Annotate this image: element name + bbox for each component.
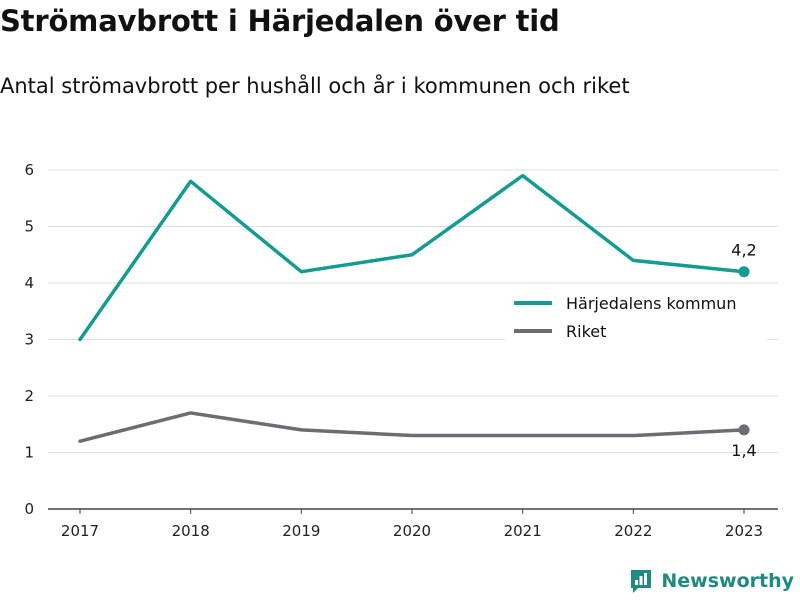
y-axis-ticks: 0 1 2 3 4 5 6	[24, 161, 34, 518]
series-end-point	[738, 424, 750, 436]
x-tick-label: 2023	[725, 522, 763, 540]
x-tick-label: 2020	[393, 522, 431, 540]
y-tick-label: 6	[24, 161, 34, 179]
x-tick-label: 2021	[504, 522, 542, 540]
legend: Härjedalens kommun Riket	[505, 286, 767, 341]
y-tick-label: 0	[24, 500, 34, 518]
y-tick-label: 3	[24, 331, 34, 349]
brand-name: Newsworthy	[661, 570, 794, 592]
x-axis: 2017 2018 2019 2020 2021 2022 2023	[48, 508, 778, 540]
x-tick-label: 2017	[61, 522, 99, 540]
y-tick-label: 5	[24, 218, 34, 236]
series-lines: 4,2 1,4	[78, 173, 757, 460]
newsworthy-brand: Newsworthy	[629, 568, 794, 594]
x-tick-label: 2022	[614, 522, 652, 540]
series-end-label: 4,2	[731, 241, 756, 260]
legend-entry-label: Härjedalens kommun	[566, 294, 736, 313]
y-tick-label: 2	[24, 387, 34, 405]
y-tick-label: 4	[24, 274, 34, 292]
page-title: Strömavbrott i Härjedalen över tid	[0, 4, 560, 38]
legend-entry-label: Riket	[566, 322, 606, 341]
x-tick-label: 2019	[282, 522, 320, 540]
series-line-1	[78, 411, 746, 443]
x-tick-label: 2018	[172, 522, 210, 540]
y-tick-label: 1	[24, 444, 34, 462]
newsworthy-logo-icon	[631, 570, 652, 593]
page-subtitle: Antal strömavbrott per hushåll och år i …	[0, 74, 630, 98]
series-line-0	[78, 173, 746, 342]
series-end-point	[738, 266, 750, 278]
series-end-label: 1,4	[731, 441, 756, 460]
